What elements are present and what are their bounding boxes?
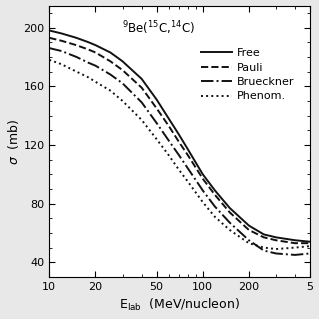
Line: Phenom.: Phenom.: [49, 60, 310, 249]
Phenom.: [167, 153, 171, 157]
Brueckner: [213, 204, 217, 208]
Pauli: [201, 177, 204, 181]
Pauli: [86, 48, 90, 51]
Free: [155, 98, 159, 101]
Pauli: [308, 241, 312, 245]
Phenom.: [262, 246, 266, 249]
Pauli: [167, 124, 171, 128]
Pauli: [74, 43, 78, 47]
Text: $^{9}$Be($^{15}$C,$^{14}$C): $^{9}$Be($^{15}$C,$^{14}$C): [122, 19, 195, 37]
Phenom.: [186, 180, 190, 183]
Pauli: [108, 59, 112, 63]
Phenom.: [86, 76, 90, 79]
Pauli: [186, 153, 190, 157]
Pauli: [140, 86, 144, 90]
Free: [93, 43, 97, 47]
Line: Pauli: Pauli: [49, 38, 310, 243]
Brueckner: [247, 238, 251, 242]
Line: Brueckner: Brueckner: [49, 48, 310, 255]
Pauli: [93, 51, 97, 55]
Phenom.: [228, 228, 232, 232]
Brueckner: [308, 252, 312, 256]
Line: Free: Free: [49, 31, 310, 242]
Brueckner: [60, 49, 63, 53]
Phenom.: [155, 137, 159, 141]
Pauli: [293, 241, 297, 245]
Free: [86, 40, 90, 44]
Brueckner: [86, 61, 90, 65]
Free: [121, 59, 124, 63]
Brueckner: [155, 121, 159, 125]
Phenom.: [213, 215, 217, 219]
Brueckner: [201, 189, 204, 192]
Phenom.: [177, 168, 181, 172]
Pauli: [247, 228, 251, 232]
Brueckner: [140, 100, 144, 104]
Free: [213, 189, 217, 192]
Free: [60, 32, 63, 35]
Phenom.: [247, 241, 251, 245]
X-axis label: E$_{\mathrm{lab}}$  (MeV/nucleon): E$_{\mathrm{lab}}$ (MeV/nucleon): [119, 297, 240, 314]
Brueckner: [274, 252, 278, 256]
Phenom.: [308, 244, 312, 248]
Phenom.: [121, 99, 124, 103]
Pauli: [177, 140, 181, 144]
Y-axis label: $\sigma$  (mb): $\sigma$ (mb): [5, 118, 20, 165]
Free: [308, 240, 312, 244]
Phenom.: [74, 70, 78, 73]
Pauli: [228, 211, 232, 214]
Brueckner: [177, 153, 181, 157]
Free: [274, 235, 278, 239]
Free: [167, 116, 171, 120]
Brueckner: [167, 138, 171, 142]
Pauli: [121, 68, 124, 72]
Pauli: [48, 36, 51, 40]
Free: [228, 206, 232, 210]
Pauli: [262, 235, 266, 239]
Free: [262, 233, 266, 236]
Brueckner: [108, 73, 112, 77]
Free: [74, 36, 78, 40]
Free: [140, 77, 144, 81]
Brueckner: [93, 64, 97, 68]
Brueckner: [262, 249, 266, 252]
Free: [247, 224, 251, 227]
Brueckner: [186, 167, 190, 170]
Brueckner: [121, 81, 124, 85]
Pauli: [274, 238, 278, 242]
Phenom.: [140, 118, 144, 122]
Legend: Free, Pauli, Brueckner, Phenom.: Free, Pauli, Brueckner, Phenom.: [196, 44, 299, 106]
Pauli: [155, 106, 159, 110]
Brueckner: [228, 221, 232, 225]
Phenom.: [293, 246, 297, 249]
Free: [108, 51, 112, 55]
Phenom.: [201, 200, 204, 204]
Phenom.: [274, 247, 278, 251]
Brueckner: [48, 46, 51, 50]
Pauli: [60, 39, 63, 43]
Phenom.: [48, 58, 51, 62]
Brueckner: [74, 55, 78, 59]
Brueckner: [293, 253, 297, 257]
Phenom.: [108, 89, 112, 93]
Free: [186, 147, 190, 151]
Pauli: [213, 193, 217, 197]
Free: [177, 133, 181, 137]
Free: [48, 29, 51, 33]
Free: [293, 238, 297, 242]
Phenom.: [60, 62, 63, 66]
Free: [201, 172, 204, 176]
Phenom.: [93, 80, 97, 84]
